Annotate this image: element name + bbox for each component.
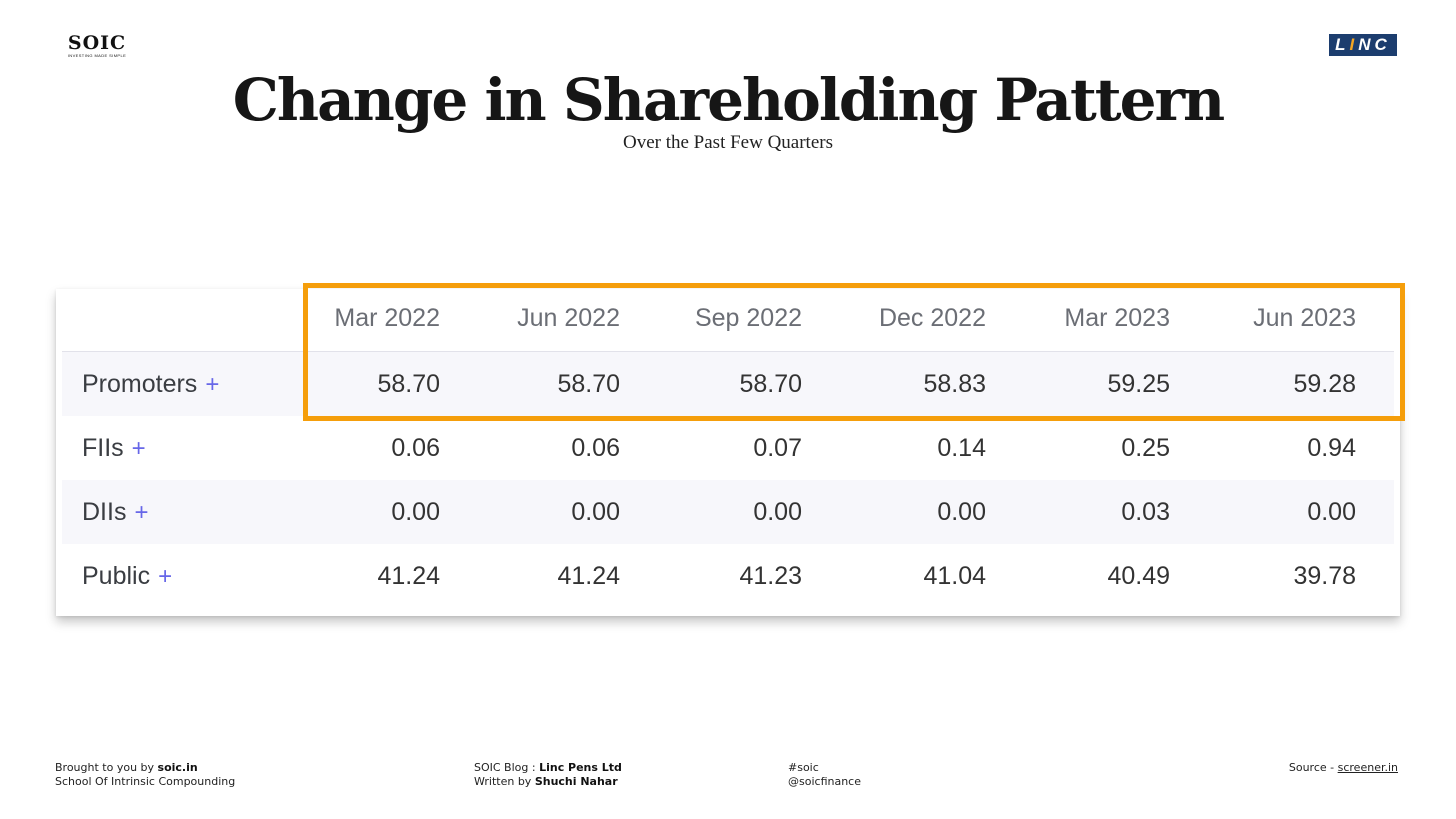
- soic-logo: SOIC INVESTING MADE SIMPLE: [56, 32, 138, 59]
- footer-hashtag: #soic: [788, 761, 819, 774]
- table-cell: 0.06: [391, 434, 440, 462]
- table-cell: 58.70: [739, 370, 802, 398]
- linc-logo: LINC: [1329, 34, 1397, 56]
- table-cell: 0.06: [571, 434, 620, 462]
- row-label-text: Public: [82, 562, 151, 590]
- table-row-promoters: Promoters + 58.70 58.70 58.70 58.83 59.25…: [62, 352, 1394, 416]
- table-cell: 59.28: [1293, 370, 1356, 398]
- table-cell: 58.70: [377, 370, 440, 398]
- footer-blog: SOIC Blog : Linc Pens Ltd Written by Shu…: [474, 761, 622, 789]
- page-subtitle: Over the Past Few Quarters: [622, 132, 833, 153]
- footer-social: #soic @soicfinance: [788, 761, 861, 789]
- soic-logo-wordmark: SOIC: [67, 32, 127, 54]
- table-cell: 58.70: [557, 370, 620, 398]
- table-cell: 0.00: [571, 498, 620, 526]
- footer-written-prefix: Written by: [474, 775, 535, 788]
- footer-blog-company: Linc Pens Ltd: [539, 761, 622, 774]
- footer-brought-line: Brought to you by soic.in: [55, 761, 235, 775]
- column-header: Mar 2023: [1064, 304, 1170, 332]
- table-cell: 41.04: [923, 562, 986, 590]
- table-cell: 0.03: [1121, 498, 1170, 526]
- table-cell: 58.83: [923, 370, 986, 398]
- table-header-row: Mar 2022 Jun 2022 Sep 2022 Dec 2022 Mar …: [62, 289, 1394, 352]
- soic-logo-tagline: INVESTING MADE SIMPLE: [67, 53, 127, 58]
- table-cell: 0.07: [753, 434, 802, 462]
- footer-brought-prefix: Brought to you by: [55, 761, 158, 774]
- footer-source-prefix: Source -: [1288, 761, 1338, 774]
- footer-blog-prefix: SOIC Blog :: [474, 761, 540, 774]
- footer-site-link[interactable]: soic.in: [157, 761, 198, 774]
- footer-source: Source - screener.in: [1289, 761, 1398, 775]
- table-cell: 0.25: [1121, 434, 1170, 462]
- table-cell: 41.24: [557, 562, 620, 590]
- row-label[interactable]: Promoters +: [82, 352, 219, 416]
- row-label[interactable]: FIIs +: [82, 416, 146, 480]
- column-header: Mar 2022: [334, 304, 440, 332]
- column-header: Jun 2022: [517, 304, 620, 332]
- row-label-text: FIIs: [82, 434, 124, 462]
- row-label-text: DIIs: [82, 498, 127, 526]
- column-header: Dec 2022: [878, 304, 986, 332]
- expand-plus-icon[interactable]: +: [131, 435, 146, 462]
- table-cell: 0.00: [1307, 498, 1356, 526]
- table-row-fiis: FIIs + 0.06 0.06 0.07 0.14 0.25 0.94: [62, 416, 1394, 480]
- linc-logo-nc: NC: [1358, 35, 1391, 54]
- table-cell: 0.00: [937, 498, 986, 526]
- expand-plus-icon[interactable]: +: [158, 563, 173, 590]
- footer-school: School Of Intrinsic Compounding: [55, 775, 236, 788]
- linc-logo-l: L: [1335, 35, 1350, 54]
- expand-plus-icon[interactable]: +: [134, 499, 149, 526]
- row-label[interactable]: DIIs +: [82, 480, 148, 544]
- footer-credit: Brought to you by soic.in School Of Intr…: [55, 761, 235, 789]
- footer-author-line: Written by Shuchi Nahar: [474, 775, 622, 789]
- column-header: Sep 2022: [694, 304, 802, 332]
- footer-handle: @soicfinance: [788, 775, 861, 788]
- table-cell: 39.78: [1293, 562, 1356, 590]
- column-header: Jun 2023: [1253, 304, 1356, 332]
- table-cell: 41.23: [739, 562, 802, 590]
- linc-logo-i: I: [1349, 35, 1359, 54]
- table-cell: 0.14: [937, 434, 986, 462]
- footer-blog-line: SOIC Blog : Linc Pens Ltd: [474, 761, 622, 775]
- table-cell: 59.25: [1107, 370, 1170, 398]
- table-cell: 0.00: [753, 498, 802, 526]
- footer-author: Shuchi Nahar: [534, 775, 618, 788]
- table-row-diis: DIIs + 0.00 0.00 0.00 0.00 0.03 0.00: [62, 480, 1394, 544]
- table-cell: 41.24: [377, 562, 440, 590]
- row-label[interactable]: Public +: [82, 544, 172, 608]
- table-cell: 40.49: [1107, 562, 1170, 590]
- row-label-text: Promoters: [82, 370, 198, 398]
- page-title: Change in Shareholding Pattern: [232, 66, 1225, 134]
- footer-source-link[interactable]: screener.in: [1337, 761, 1398, 774]
- table-row-public: Public + 41.24 41.24 41.23 41.04 40.49 39…: [62, 544, 1394, 608]
- shareholding-table: Mar 2022 Jun 2022 Sep 2022 Dec 2022 Mar …: [56, 289, 1400, 616]
- expand-plus-icon[interactable]: +: [205, 371, 220, 398]
- table-cell: 0.00: [391, 498, 440, 526]
- table-cell: 0.94: [1307, 434, 1356, 462]
